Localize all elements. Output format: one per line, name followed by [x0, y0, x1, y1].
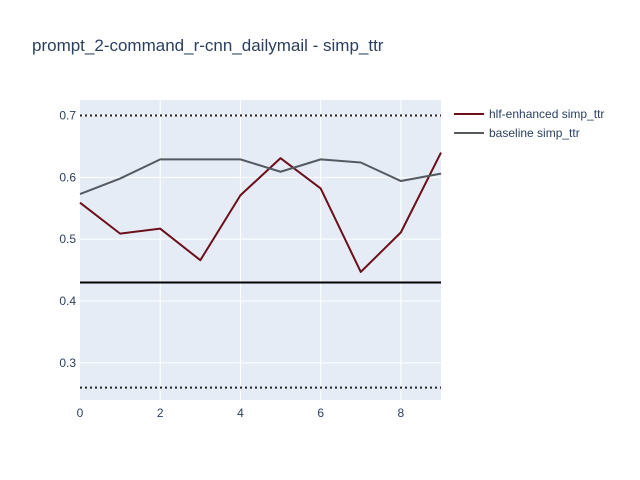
x-tick-label: 6 [317, 406, 324, 420]
series-line-1 [79, 158, 442, 195]
series-line-0 [79, 152, 442, 273]
y-tick-label: 0.4 [59, 294, 76, 308]
reference-lines [80, 114, 441, 389]
legend-item-0[interactable]: hlf-enhanced simp_ttr [454, 107, 604, 121]
x-tick-label: 2 [157, 406, 164, 420]
plot-area [80, 100, 441, 400]
y-tick-label: 0.6 [59, 170, 76, 184]
y-tick-label: 0.3 [59, 356, 76, 370]
x-axis-ticks: 0 2 4 6 8 [77, 406, 405, 420]
legend-label: hlf-enhanced simp_ttr [489, 107, 604, 121]
x-tick-label: 0 [77, 406, 84, 420]
x-tick-label: 8 [398, 406, 405, 420]
y-tick-label: 0.5 [59, 232, 76, 246]
legend[interactable]: hlf-enhanced simp_ttr baseline simp_ttr [454, 107, 604, 140]
x-tick-label: 4 [237, 406, 244, 420]
y-axis-ticks: 0.3 0.4 0.5 0.6 0.7 [59, 108, 76, 369]
legend-item-1[interactable]: baseline simp_ttr [454, 126, 580, 140]
y-tick-label: 0.7 [59, 108, 76, 122]
chart-title: prompt_2-command_r-cnn_dailymail - simp_… [32, 36, 384, 55]
legend-label: baseline simp_ttr [489, 126, 580, 140]
series-layer [79, 152, 442, 273]
